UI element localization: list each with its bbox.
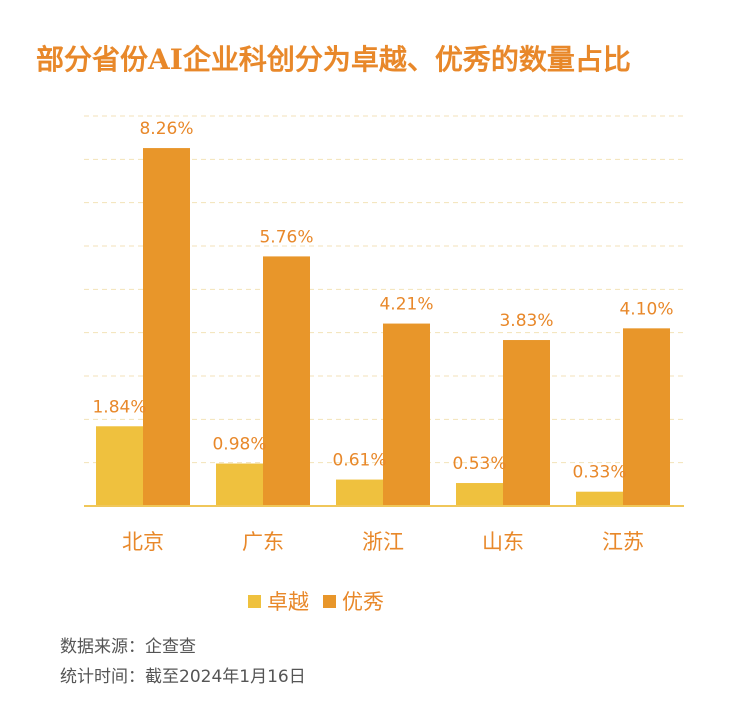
category-label: 山东 <box>482 530 524 554</box>
bar-excellent <box>336 479 383 506</box>
bars <box>96 148 670 507</box>
bar-excellent <box>96 426 143 506</box>
data-label-excellent: 1.84% <box>92 397 146 417</box>
category-labels: 北京 广东 浙江 山东 江苏 <box>122 530 644 554</box>
data-label-good: 8.26% <box>139 119 193 139</box>
legend-swatch-excellent <box>248 594 261 608</box>
legend-item-good: 优秀 <box>323 586 384 616</box>
category-label: 江苏 <box>602 530 644 554</box>
legend-label-good: 优秀 <box>342 590 384 614</box>
data-label-excellent: 0.53% <box>452 454 506 474</box>
data-label-excellent: 0.61% <box>332 451 386 471</box>
bar-good <box>503 340 550 506</box>
data-label-good: 3.83% <box>499 311 553 331</box>
data-source: 数据来源：企查查 <box>60 637 196 657</box>
data-label-good: 4.10% <box>619 299 673 319</box>
category-label: 北京 <box>122 530 164 554</box>
data-label-good: 5.76% <box>259 227 313 247</box>
legend: 卓越 优秀 <box>248 586 398 616</box>
bar-good <box>383 323 430 506</box>
data-label-excellent: 0.33% <box>572 463 626 483</box>
legend-label-excellent: 卓越 <box>267 590 309 614</box>
stat-time: 统计时间：截至2024年1月16日 <box>60 667 306 687</box>
chart-title: 部分省份AI企业科创分为卓越、优秀的数量占比 <box>36 43 631 76</box>
legend-swatch-good <box>323 594 336 608</box>
bar-good <box>623 328 670 506</box>
data-label-excellent: 0.98% <box>212 435 266 455</box>
bar-excellent <box>456 483 503 506</box>
bar-good <box>143 148 190 507</box>
data-labels: 1.84% 8.26% 0.98% 5.76% 0.61% 4.21% 0.53% 3.83%… <box>92 119 673 483</box>
data-label-good: 4.21% <box>379 295 433 315</box>
legend-item-excellent: 卓越 <box>248 586 309 616</box>
category-label: 浙江 <box>362 530 404 554</box>
bar-excellent <box>216 463 263 506</box>
bar-excellent <box>576 491 623 506</box>
category-label: 广东 <box>242 530 284 554</box>
bar-good <box>263 256 310 506</box>
